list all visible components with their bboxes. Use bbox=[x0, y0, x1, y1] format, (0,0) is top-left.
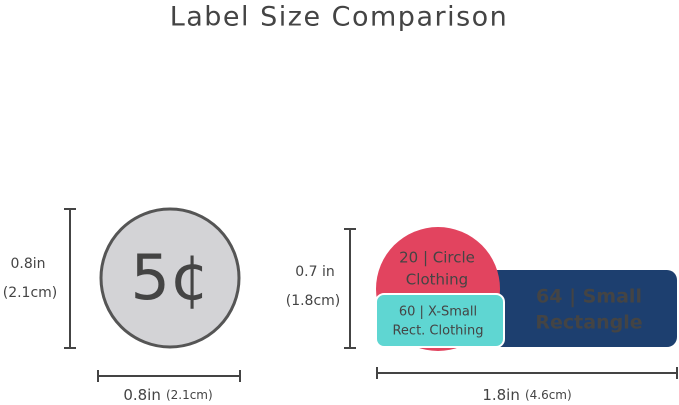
x-small-text: 60 | X-Small bbox=[399, 305, 477, 320]
label-height-cm: (1.8cm) bbox=[286, 293, 341, 309]
label-height: 0.7 in bbox=[295, 264, 334, 280]
coin-width-in: 0.8in bbox=[123, 386, 161, 404]
x-small-rectangle bbox=[375, 293, 505, 348]
coin bbox=[99, 207, 241, 349]
small-text: 64 | Small bbox=[536, 286, 642, 308]
coin-height-cm: (2.1cm) bbox=[3, 285, 58, 301]
title: Label Size Comparison bbox=[170, 2, 509, 33]
coin-height: 0.8in bbox=[10, 256, 45, 272]
coin-width-cm: (2.1cm) bbox=[166, 388, 213, 402]
small-text: Rectangle bbox=[535, 312, 642, 334]
label-width-in: 1.8in bbox=[482, 386, 520, 404]
circle-text: Clothing bbox=[406, 271, 468, 289]
coin-dimensions bbox=[64, 208, 241, 382]
label-width: 1.8in (4.6cm) bbox=[482, 385, 571, 404]
circle-text: 20 | Circle bbox=[399, 249, 475, 267]
coin-symbol: 5¢ bbox=[131, 241, 210, 314]
coin-width: 0.8in (2.1cm) bbox=[123, 385, 212, 404]
label-width-cm: (4.6cm) bbox=[525, 388, 572, 402]
x-small-text: Rect. Clothing bbox=[392, 324, 483, 339]
label-dimensions bbox=[344, 228, 678, 379]
small-rectangle bbox=[470, 270, 677, 347]
